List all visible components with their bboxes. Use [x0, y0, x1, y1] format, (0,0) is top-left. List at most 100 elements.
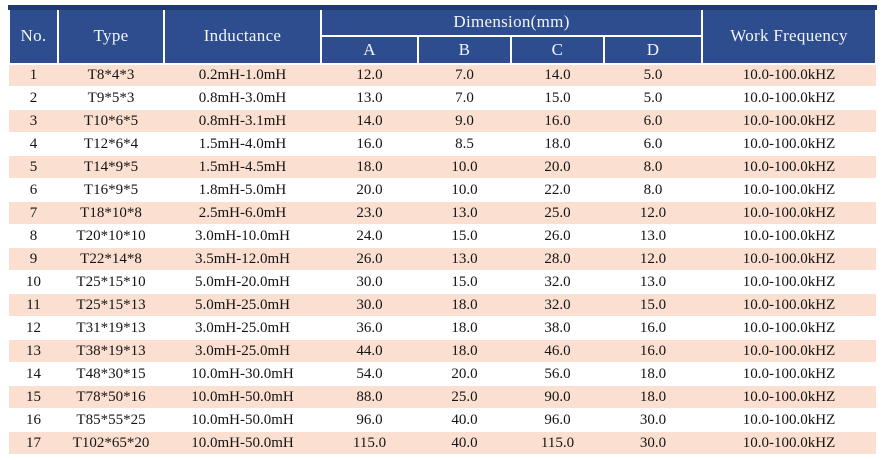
- cell-no: 5: [9, 155, 58, 179]
- cell-inductance: 3.0mH-10.0mH: [164, 224, 321, 248]
- cell-dim-a: 14.0: [321, 109, 418, 133]
- header-dim-a: A: [320, 34, 419, 65]
- cell-inductance: 1.5mH-4.5mH: [164, 155, 321, 179]
- cell-dim-c: 56.0: [511, 362, 604, 386]
- cell-type: T9*5*3: [58, 86, 164, 110]
- table-row: 6 T16*9*5 1.8mH-5.0mH 20.0 10.0 22.0 8.0 10.0-1…: [9, 178, 877, 202]
- cell-dim-d: 13.0: [604, 224, 703, 248]
- cell-dim-c: 22.0: [511, 178, 604, 202]
- cell-no: 10: [9, 270, 58, 294]
- cell-work-frequency: 10.0-100.0kHZ: [702, 86, 877, 110]
- cell-inductance: 3.0mH-25.0mH: [164, 316, 321, 340]
- cell-dim-d: 6.0: [604, 109, 703, 133]
- cell-dim-c: 38.0: [511, 316, 604, 340]
- cell-type: T20*10*10: [58, 224, 164, 248]
- cell-work-frequency: 10.0-100.0kHZ: [702, 132, 877, 156]
- table-row: 10 T25*15*10 5.0mH-20.0mH 30.0 15.0 32.0 13.0 1…: [9, 270, 877, 294]
- table-body: 1 T8*4*3 0.2mH-1.0mH 12.0 7.0 14.0 5.0 10.0-100…: [9, 63, 877, 455]
- cell-dim-a: 13.0: [321, 86, 418, 110]
- cell-inductance: 3.5mH-12.0mH: [164, 247, 321, 271]
- cell-dim-d: 8.0: [604, 178, 703, 202]
- table-row: 16 T85*55*25 10.0mH-50.0mH 96.0 40.0 96.0 30.0…: [9, 408, 877, 432]
- cell-dim-b: 7.0: [418, 63, 511, 87]
- cell-work-frequency: 10.0-100.0kHZ: [702, 339, 877, 363]
- cell-no: 11: [9, 293, 58, 317]
- cell-dim-d: 6.0: [604, 132, 703, 156]
- table-row: 4 T12*6*4 1.5mH-4.0mH 16.0 8.5 18.0 6.0 10.0-10…: [9, 132, 877, 156]
- cell-inductance: 10.0mH-30.0mH: [164, 362, 321, 386]
- cell-type: T38*19*13: [58, 339, 164, 363]
- cell-type: T12*6*4: [58, 132, 164, 156]
- cell-no: 8: [9, 224, 58, 248]
- cell-dim-d: 12.0: [604, 247, 703, 271]
- table-row: 14 T48*30*15 10.0mH-30.0mH 54.0 20.0 56.0 18.0…: [9, 362, 877, 386]
- cell-dim-c: 46.0: [511, 339, 604, 363]
- table-row: 12 T31*19*13 3.0mH-25.0mH 36.0 18.0 38.0 16.0 1…: [9, 316, 877, 340]
- cell-dim-d: 18.0: [604, 362, 703, 386]
- cell-inductance: 10.0mH-50.0mH: [164, 431, 321, 455]
- header-work-frequency: Work Frequency: [701, 6, 878, 65]
- cell-work-frequency: 10.0-100.0kHZ: [702, 224, 877, 248]
- cell-type: T102*65*20: [58, 431, 164, 455]
- cell-type: T14*9*5: [58, 155, 164, 179]
- cell-dim-b: 25.0: [418, 385, 511, 409]
- cell-no: 12: [9, 316, 58, 340]
- cell-dim-c: 96.0: [511, 408, 604, 432]
- cell-type: T16*9*5: [58, 178, 164, 202]
- cell-dim-c: 26.0: [511, 224, 604, 248]
- cell-dim-d: 18.0: [604, 385, 703, 409]
- cell-type: T10*6*5: [58, 109, 164, 133]
- cell-work-frequency: 10.0-100.0kHZ: [702, 362, 877, 386]
- cell-no: 3: [9, 109, 58, 133]
- table-row: 13 T38*19*13 3.0mH-25.0mH 44.0 18.0 46.0 16.0 1…: [9, 339, 877, 363]
- cell-work-frequency: 10.0-100.0kHZ: [702, 408, 877, 432]
- table-header: No. Type Inductance Dimension(mm) Work F…: [8, 6, 878, 65]
- cell-inductance: 1.8mH-5.0mH: [164, 178, 321, 202]
- table-row: 1 T8*4*3 0.2mH-1.0mH 12.0 7.0 14.0 5.0 10.0-100…: [9, 63, 877, 87]
- cell-dim-a: 88.0: [321, 385, 418, 409]
- cell-dim-a: 36.0: [321, 316, 418, 340]
- cell-dim-c: 14.0: [511, 63, 604, 87]
- cell-dim-d: 13.0: [604, 270, 703, 294]
- cell-dim-d: 16.0: [604, 316, 703, 340]
- cell-no: 15: [9, 385, 58, 409]
- cell-dim-a: 30.0: [321, 270, 418, 294]
- cell-work-frequency: 10.0-100.0kHZ: [702, 109, 877, 133]
- cell-inductance: 3.0mH-25.0mH: [164, 339, 321, 363]
- cell-dim-d: 15.0: [604, 293, 703, 317]
- cell-dim-d: 30.0: [604, 408, 703, 432]
- cell-no: 2: [9, 86, 58, 110]
- cell-dim-b: 7.0: [418, 86, 511, 110]
- cell-dim-d: 12.0: [604, 201, 703, 225]
- cell-work-frequency: 10.0-100.0kHZ: [702, 201, 877, 225]
- cell-dim-b: 40.0: [418, 431, 511, 455]
- cell-dim-a: 44.0: [321, 339, 418, 363]
- cell-dim-a: 23.0: [321, 201, 418, 225]
- table-row: 7 T18*10*8 2.5mH-6.0mH 23.0 13.0 25.0 12.0 10.0…: [9, 201, 877, 225]
- cell-inductance: 10.0mH-50.0mH: [164, 408, 321, 432]
- cell-dim-c: 90.0: [511, 385, 604, 409]
- cell-type: T31*19*13: [58, 316, 164, 340]
- cell-no: 7: [9, 201, 58, 225]
- cell-dim-b: 13.0: [418, 247, 511, 271]
- cell-dim-b: 18.0: [418, 339, 511, 363]
- cell-inductance: 2.5mH-6.0mH: [164, 201, 321, 225]
- cell-inductance: 0.8mH-3.1mH: [164, 109, 321, 133]
- table-row: 8 T20*10*10 3.0mH-10.0mH 24.0 15.0 26.0 13.0 10…: [9, 224, 877, 248]
- cell-dim-b: 18.0: [418, 293, 511, 317]
- cell-dim-a: 12.0: [321, 63, 418, 87]
- cell-dim-a: 30.0: [321, 293, 418, 317]
- cell-type: T25*15*13: [58, 293, 164, 317]
- cell-type: T18*10*8: [58, 201, 164, 225]
- cell-work-frequency: 10.0-100.0kHZ: [702, 385, 877, 409]
- table-row: 2 T9*5*3 0.8mH-3.0mH 13.0 7.0 15.0 5.0 10.0-100…: [9, 86, 877, 110]
- cell-inductance: 0.2mH-1.0mH: [164, 63, 321, 87]
- header-type: Type: [57, 6, 165, 65]
- cell-dim-a: 96.0: [321, 408, 418, 432]
- cell-dim-b: 40.0: [418, 408, 511, 432]
- cell-work-frequency: 10.0-100.0kHZ: [702, 155, 877, 179]
- cell-work-frequency: 10.0-100.0kHZ: [702, 63, 877, 87]
- cell-dim-a: 18.0: [321, 155, 418, 179]
- cell-dim-c: 28.0: [511, 247, 604, 271]
